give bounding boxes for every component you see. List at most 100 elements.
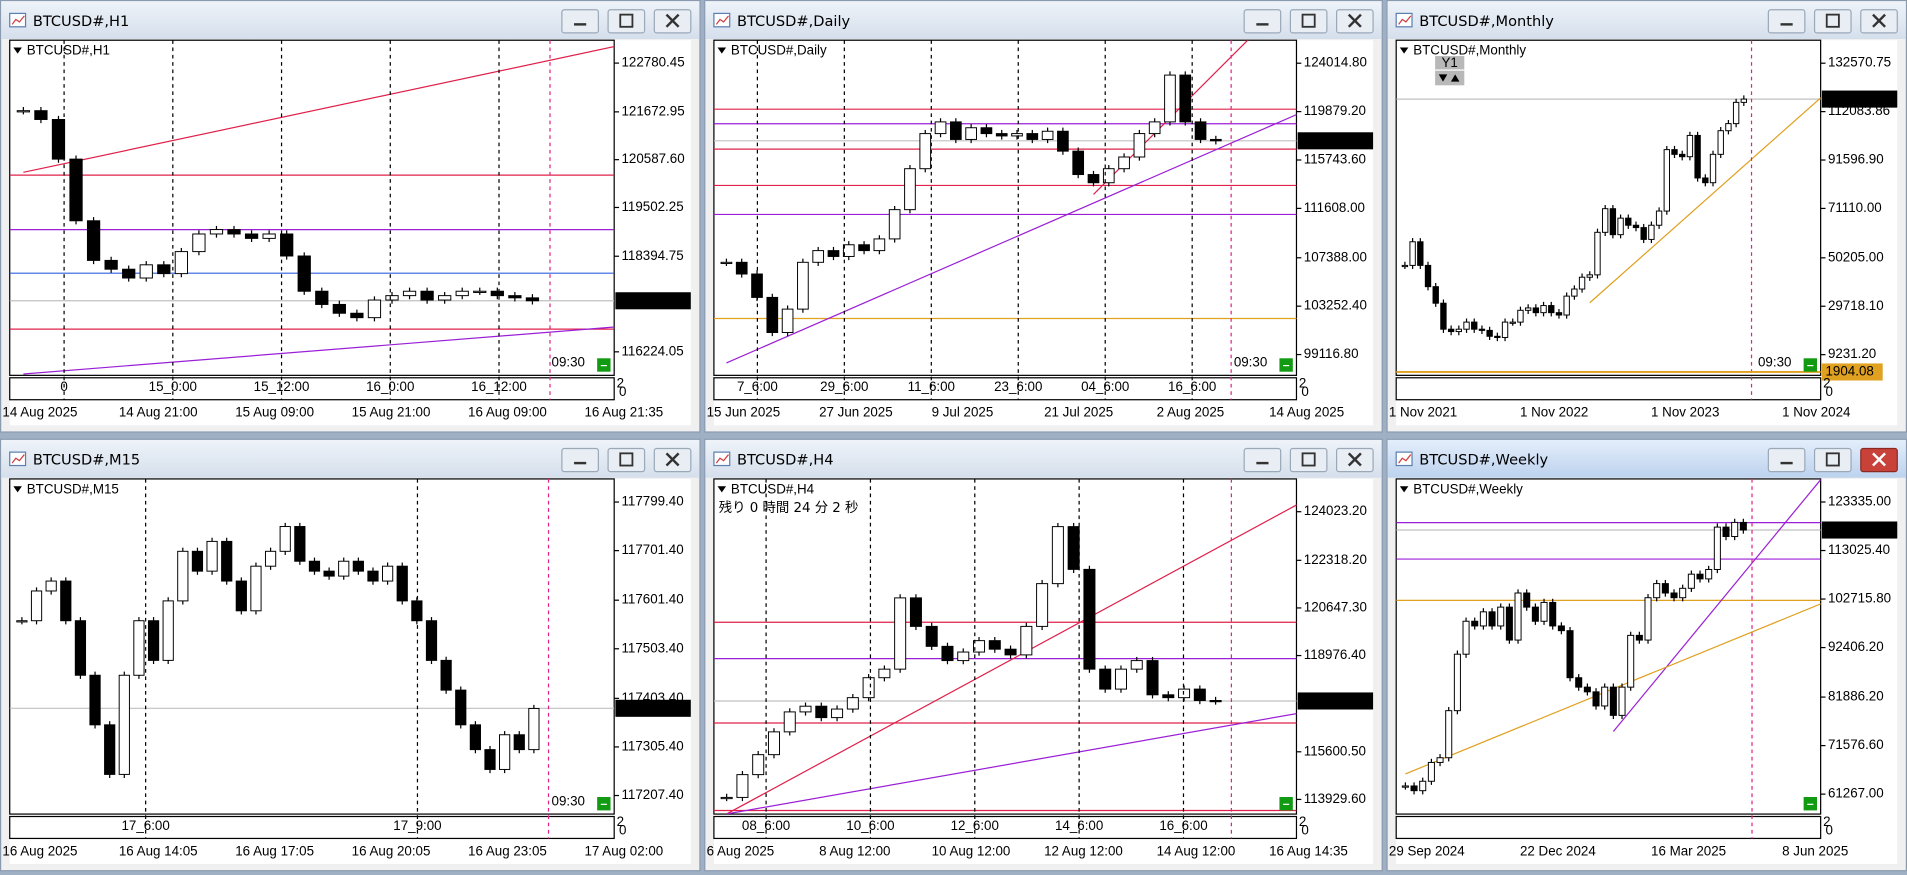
candle-body <box>1523 592 1531 608</box>
candle-body <box>1083 568 1096 670</box>
period-arrow-up[interactable] <box>1450 74 1460 82</box>
restore-button[interactable] <box>1289 9 1328 34</box>
minimize-button[interactable] <box>1243 447 1282 473</box>
minimize-button[interactable] <box>1767 9 1806 34</box>
period-button[interactable] <box>1435 56 1465 70</box>
candle-body <box>513 734 525 751</box>
subwindow-scale: 0 <box>1826 384 1833 399</box>
period-arrow-down[interactable] <box>1438 74 1448 82</box>
chart-label: BTCUSD#,M15 <box>27 481 119 496</box>
window-title: BTCUSD#,H4 <box>737 452 833 469</box>
candle-body <box>1099 668 1112 690</box>
restore-button[interactable] <box>607 9 646 34</box>
x-tick-label: 12 Aug 12:00 <box>1044 843 1123 858</box>
candle-body <box>888 209 901 240</box>
candle-body <box>1057 130 1069 152</box>
chart-window[interactable]: BTCUSD#,M15 17_6:00 17_9:00 16 Aug 2025 16 A… <box>0 438 701 872</box>
restore-glyph <box>1301 452 1316 467</box>
candle-body <box>34 110 48 120</box>
plot-border <box>713 478 1298 815</box>
candle-body <box>1663 149 1670 212</box>
period-label: 16_12:00 <box>471 379 527 394</box>
candle-body <box>332 303 346 314</box>
x-tick-label: 16 Aug 21:35 <box>584 405 663 420</box>
candle-body <box>490 290 504 297</box>
chart-window[interactable]: BTCUSD#,Weekly 29 Sep 2024 22 Dec 2024 16 M… <box>1386 421 1907 872</box>
candle-body <box>157 264 171 275</box>
candle-body <box>1566 630 1574 679</box>
y-tick-label: 117799.40 <box>621 494 683 509</box>
minimize-button[interactable] <box>1243 9 1282 34</box>
x-tick-label: 9 Jul 2025 <box>932 405 994 420</box>
candle-body <box>367 570 379 582</box>
candle-body <box>1635 634 1643 641</box>
restore-button[interactable] <box>1289 447 1328 473</box>
candle-body <box>934 121 947 135</box>
restore-button[interactable] <box>607 447 646 473</box>
x-tick-label: 29 Sep 2024 <box>1389 843 1465 858</box>
candle-body <box>831 708 844 719</box>
candle-body <box>206 540 218 572</box>
candle-body <box>382 565 394 582</box>
plot <box>1396 478 1821 795</box>
restore-button[interactable] <box>1813 447 1852 473</box>
y-tick-label: 9231.20 <box>1828 346 1876 361</box>
x-tick-label: 1 Nov 2024 <box>1782 405 1851 420</box>
candle-body <box>766 296 779 334</box>
x-tick-label: 17 Aug 02:00 <box>584 843 663 858</box>
plot <box>713 40 1297 364</box>
chart-window[interactable]: BTCUSD#,Monthly 1 Nov 2021 1 Nov 2022 1 Nov… <box>1386 0 1907 433</box>
subwindow-scale: 2 <box>1823 814 1830 829</box>
candle-body <box>425 620 438 661</box>
candle-body <box>1453 653 1461 712</box>
chart-label-arrow <box>13 47 22 54</box>
x-tick-label: 21 Jul 2025 <box>1044 405 1113 420</box>
candle-body <box>528 707 540 751</box>
x-tick-label: 14 Aug 21:00 <box>119 405 198 420</box>
candle-body <box>177 550 189 602</box>
minimize-button[interactable] <box>561 9 599 34</box>
candle-body <box>1130 660 1143 670</box>
chart-window[interactable]: BTCUSD#,H4 08_6:00 10_6:00 12_6:00 14_6:00 16… <box>704 438 1383 872</box>
minimize-button[interactable] <box>561 447 599 473</box>
bar-timer: 09:30 <box>1758 355 1791 370</box>
chart-label: BTCUSD#,H1 <box>27 43 110 58</box>
candle-body <box>1026 133 1039 140</box>
period-arrows[interactable] <box>1435 70 1465 86</box>
candle-body <box>308 560 321 572</box>
candle-body <box>1609 686 1617 716</box>
candle-body <box>736 774 749 798</box>
y-tick-label: 122318.20 <box>1304 552 1367 567</box>
subwindow-scale: 0 <box>619 823 626 838</box>
period-label: 16_6:00 <box>1168 379 1216 394</box>
y-tick-label: 123335.00 <box>1828 494 1891 509</box>
chart-window[interactable]: BTCUSD#,H1 0 15_0:00 15_12:00 16_0:00 16_12:0… <box>0 0 701 433</box>
minimize-button[interactable] <box>1767 447 1806 473</box>
candle-body <box>484 749 496 770</box>
x-tick-label: 22 Dec 2024 <box>1520 843 1596 858</box>
candle-body <box>1114 668 1127 690</box>
candle-body <box>862 677 875 699</box>
bar-timer: 09:30 <box>1234 355 1267 370</box>
subwindow-scale: 2 <box>1823 375 1830 390</box>
y-tick-label: 113929.60 <box>1304 791 1366 806</box>
plot-border <box>1395 39 1822 376</box>
chart-window[interactable]: BTCUSD#,Daily 7_6:00 29_6:00 11_6:00 23_6:00… <box>704 0 1383 433</box>
subwindow-border <box>9 815 615 840</box>
candle-body <box>941 645 954 662</box>
candle-body <box>1601 686 1609 707</box>
candle-body <box>1655 210 1663 226</box>
candle-body <box>1702 177 1709 184</box>
candle-body <box>1555 312 1563 316</box>
candle-body <box>1632 224 1640 229</box>
candle-body <box>402 290 417 297</box>
candle-body <box>455 689 467 726</box>
candle-body <box>1020 625 1033 656</box>
candle-body <box>262 233 276 239</box>
candle-body <box>162 600 174 661</box>
x-tick-label: 16 Aug 14:35 <box>1269 843 1348 858</box>
candle-body <box>1653 583 1661 599</box>
candle-body <box>873 238 886 252</box>
x-tick-label: 16 Mar 2025 <box>1651 843 1726 858</box>
restore-button[interactable] <box>1813 9 1852 34</box>
